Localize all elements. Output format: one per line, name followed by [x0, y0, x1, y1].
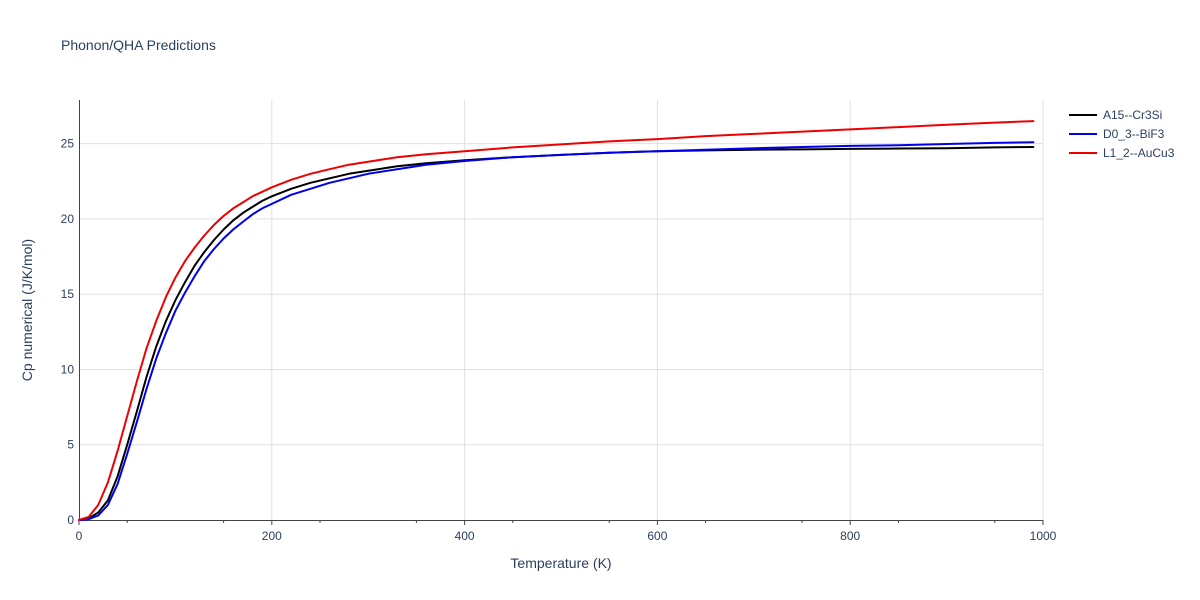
x-axis-label: Temperature (K)	[510, 555, 611, 571]
legend[interactable]: A15--Cr3Si D0_3--BiF3 L1_2--AuCu3	[1069, 108, 1175, 160]
y-tick-label: 20	[61, 212, 75, 226]
y-tick-labels: 0 5 10 15 20 25	[61, 137, 75, 527]
x-tick-labels: 0 200 400 600 800 1000	[76, 529, 1057, 543]
series-line-1	[78, 141, 1035, 521]
x-tick-label: 0	[76, 529, 83, 543]
y-tick-label: 15	[61, 287, 75, 301]
y-axis-label: Cp numerical (J/K/mol)	[19, 239, 35, 381]
x-tick-label: 400	[455, 529, 475, 543]
y-tick-label: 0	[67, 513, 74, 527]
legend-item[interactable]: D0_3--BiF3	[1069, 127, 1165, 141]
gridlines	[79, 100, 1044, 520]
y-tick-label: 10	[61, 362, 75, 376]
legend-label: D0_3--BiF3	[1103, 127, 1165, 141]
legend-label: L1_2--AuCu3	[1103, 146, 1175, 160]
chart-title: Phonon/QHA Predictions	[61, 37, 216, 53]
x-tick-label: 200	[262, 529, 282, 543]
x-tick-label: 600	[647, 529, 667, 543]
y-tick-label: 25	[61, 137, 75, 151]
legend-item[interactable]: A15--Cr3Si	[1069, 108, 1162, 122]
legend-item[interactable]: L1_2--AuCu3	[1069, 146, 1175, 160]
x-tick-label: 1000	[1030, 529, 1057, 543]
series-layer	[78, 120, 1035, 521]
legend-label: A15--Cr3Si	[1103, 108, 1162, 122]
y-tick-label: 5	[67, 438, 74, 452]
series-line-0	[78, 146, 1035, 521]
x-minor-ticks	[78, 520, 1044, 525]
series-line-2	[78, 120, 1035, 521]
x-tick-label: 800	[840, 529, 860, 543]
